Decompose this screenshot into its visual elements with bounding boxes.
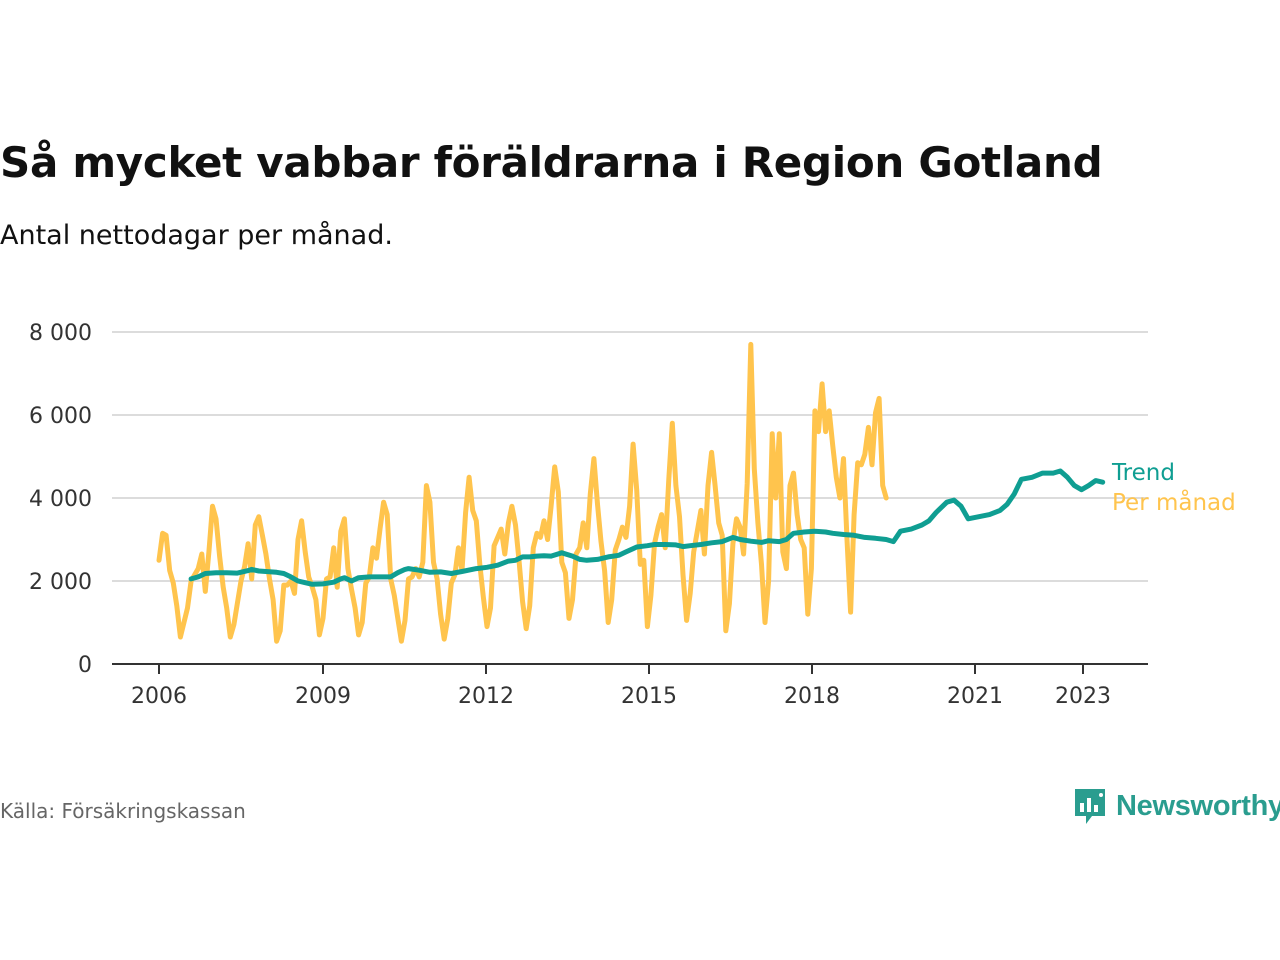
page-title: Så mycket vabbar föräldrarna i Region Go… [0,138,1103,187]
legend-label-trend: Trend [1111,460,1175,486]
y-tick-label: 8 000 [29,321,92,346]
x-tick-label: 2009 [295,684,351,709]
brand-name: Newsworthy [1116,789,1280,822]
y-tick-label: 6 000 [29,404,92,429]
newsworthy-logo-icon [1075,789,1105,824]
x-tick-label: 2015 [621,684,677,709]
x-axis: 2006 2009 2012 2015 2018 2021 2023 [112,663,1148,709]
x-tick-label: 2012 [458,684,514,709]
y-tick-label: 2 000 [29,570,92,595]
x-tick-label: 2021 [947,684,1003,709]
grid-lines [112,331,1148,582]
x-tick-label: 2023 [1055,684,1111,709]
x-tick-label: 2006 [131,684,187,709]
newsworthy-logo[interactable]: Newsworthy [1072,786,1280,826]
monthly-line [156,341,889,644]
legend-label-monthly: Per månad [1112,488,1236,516]
page-subtitle: Antal nettodagar per månad. [0,220,393,251]
series-lines [156,341,1106,644]
x-tick-label: 2018 [784,684,840,709]
trend-line [188,468,1106,587]
y-tick-label: 4 000 [29,487,92,512]
source-note: Källa: Försäkringskassan [0,799,246,823]
y-tick-label: 0 [78,653,92,678]
y-axis-ticks: 0 2 000 4 000 6 000 8 000 [29,321,92,678]
